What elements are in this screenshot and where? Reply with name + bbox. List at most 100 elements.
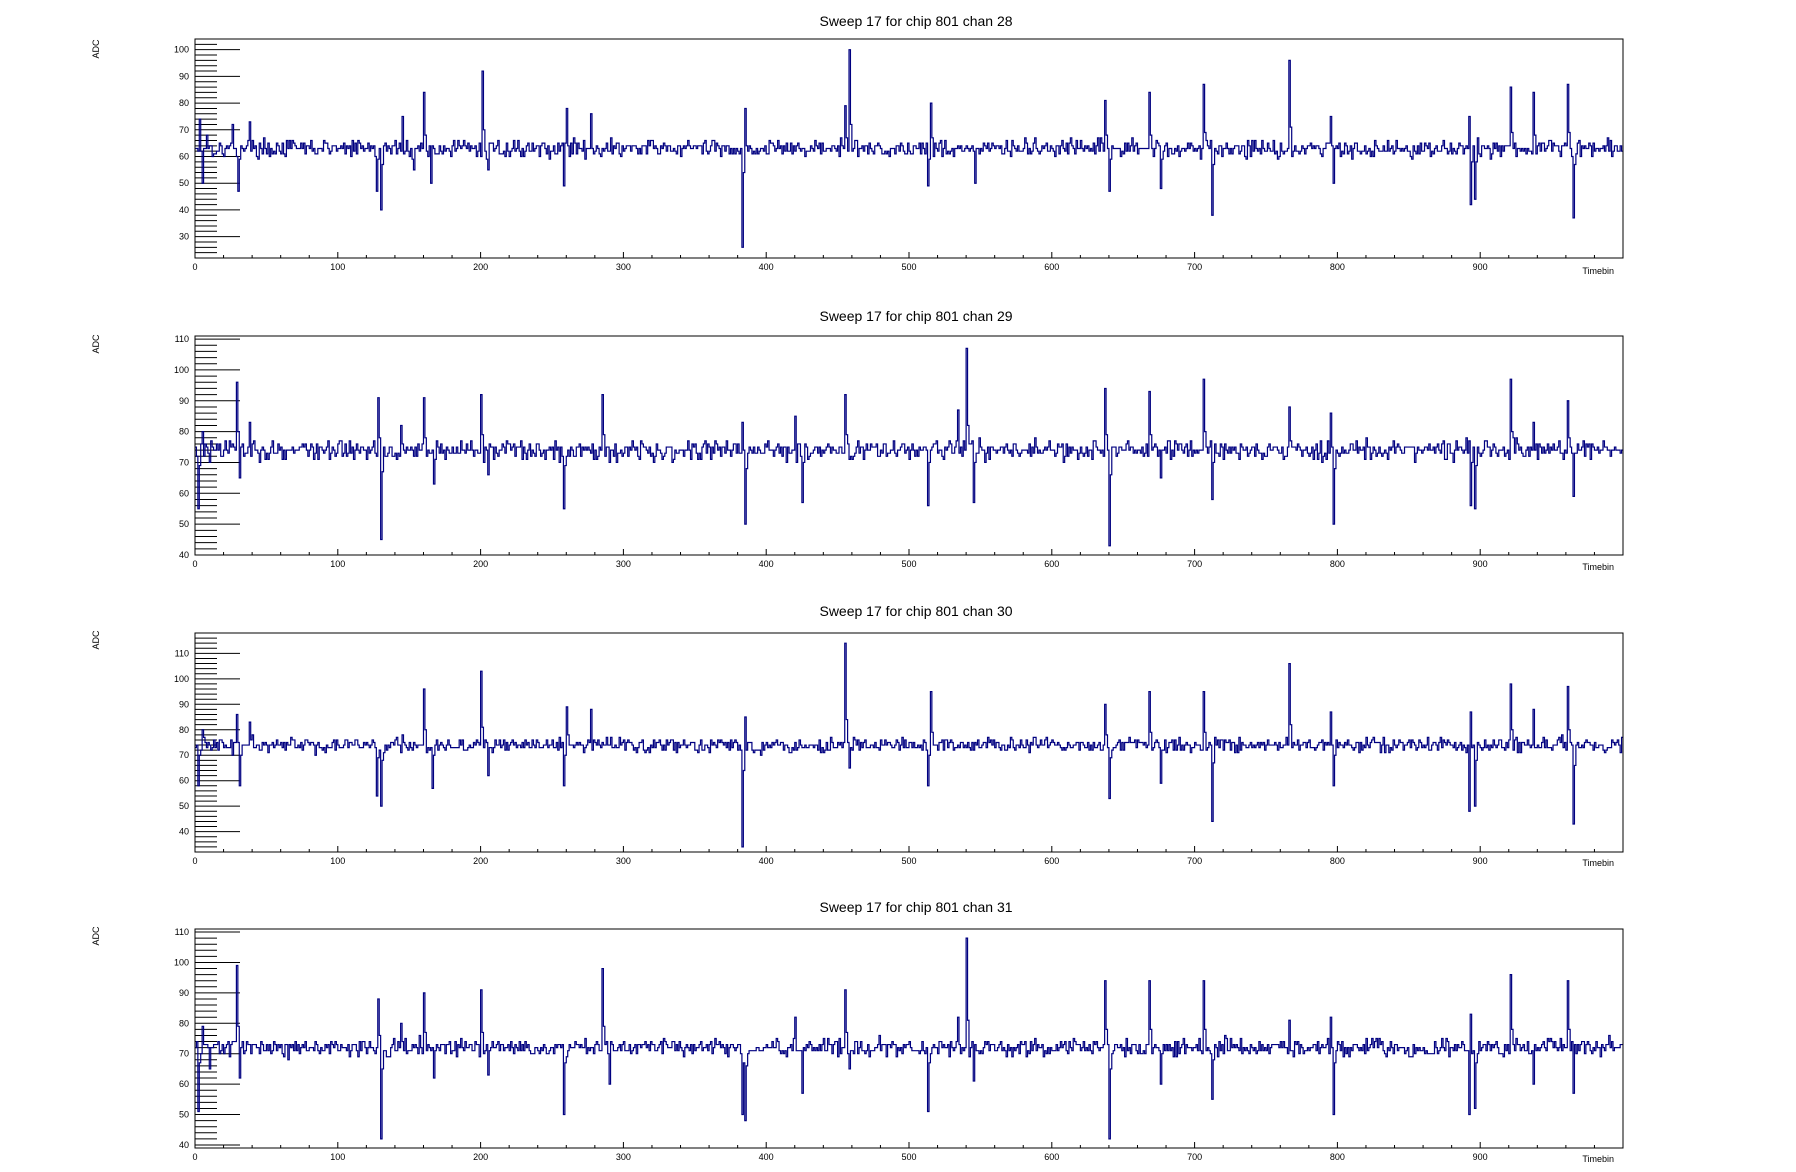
x-tick-label: 100 xyxy=(330,559,345,569)
y-tick-label: 80 xyxy=(179,1018,189,1028)
y-tick-label: 70 xyxy=(179,750,189,760)
panel-3-frame xyxy=(194,632,1624,853)
y-tick-label: 110 xyxy=(175,334,189,344)
x-tick-label: 400 xyxy=(759,856,774,866)
x-tick-label: 700 xyxy=(1187,262,1202,272)
y-tick-label: 100 xyxy=(174,957,189,967)
y-tick-label: 70 xyxy=(179,125,189,135)
y-tick-label: 60 xyxy=(179,1079,189,1089)
y-tick-label: 60 xyxy=(179,776,189,786)
x-tick-label: 300 xyxy=(616,856,631,866)
x-tick-label: 0 xyxy=(192,262,197,272)
panel-2-ticks: 0 100 200 300 400 500 600 700 800 900 40 50 60 70 80 90… xyxy=(174,334,1595,569)
x-tick-label: 200 xyxy=(473,1152,488,1162)
y-tick-label: 80 xyxy=(179,725,189,735)
panel-1-ylabel: ADC xyxy=(91,39,101,59)
panel-2: Sweep 17 for chip 801 chan 29 ADC Timebi… xyxy=(91,308,1624,572)
x-tick-label: 800 xyxy=(1330,262,1345,272)
x-tick-label: 900 xyxy=(1473,559,1488,569)
x-tick-label: 900 xyxy=(1473,262,1488,272)
x-tick-label: 500 xyxy=(901,856,916,866)
panel-3-ticks: 0 100 200 300 400 500 600 700 800 900 40 50 60 70 80 90… xyxy=(174,632,1595,866)
x-tick-label: 900 xyxy=(1473,1152,1488,1162)
y-tick-label: 100 xyxy=(174,365,189,375)
x-tick-label: 100 xyxy=(330,1152,345,1162)
y-tick-label: 90 xyxy=(179,71,189,81)
panel-3: Sweep 17 for chip 801 chan 30 ADC Timebi… xyxy=(91,603,1624,868)
panel-2-frame xyxy=(194,335,1624,556)
x-tick-label: 900 xyxy=(1473,856,1488,866)
x-tick-label: 700 xyxy=(1187,856,1202,866)
y-tick-label: 100 xyxy=(174,674,189,684)
x-tick-label: 800 xyxy=(1330,856,1345,866)
x-tick-label: 700 xyxy=(1187,559,1202,569)
y-tick-label: 70 xyxy=(179,457,189,467)
panel-4-title: Sweep 17 for chip 801 chan 31 xyxy=(819,899,1012,915)
y-tick-label: 90 xyxy=(179,396,189,406)
panel-1-xlabel: Timebin xyxy=(1582,266,1614,276)
x-tick-label: 600 xyxy=(1044,262,1059,272)
x-tick-label: 0 xyxy=(192,1152,197,1162)
panel-3-trace xyxy=(195,642,1623,848)
panel-3-xlabel: Timebin xyxy=(1582,858,1614,868)
x-tick-label: 400 xyxy=(759,262,774,272)
x-tick-label: 400 xyxy=(759,559,774,569)
panel-2-title: Sweep 17 for chip 801 chan 29 xyxy=(819,308,1012,324)
x-tick-label: 600 xyxy=(1044,559,1059,569)
x-tick-label: 400 xyxy=(759,1152,774,1162)
y-tick-label: 50 xyxy=(179,178,189,188)
panel-1-trace xyxy=(195,49,1623,248)
x-tick-label: 800 xyxy=(1330,1152,1345,1162)
panel-4-xlabel: Timebin xyxy=(1582,1154,1614,1164)
x-tick-label: 0 xyxy=(192,856,197,866)
x-tick-label: 200 xyxy=(473,559,488,569)
panel-1-frame xyxy=(194,38,1624,259)
panel-1: Sweep 17 for chip 801 chan 28 ADC Timebi… xyxy=(91,13,1624,276)
panel-4-ylabel: ADC xyxy=(91,926,101,946)
y-tick-label: 50 xyxy=(179,801,189,811)
panel-3-title: Sweep 17 for chip 801 chan 30 xyxy=(819,603,1012,619)
y-tick-label: 60 xyxy=(179,488,189,498)
panel-2-trace xyxy=(195,347,1623,547)
y-tick-label: 80 xyxy=(179,427,189,437)
x-tick-label: 600 xyxy=(1044,856,1059,866)
y-tick-label: 50 xyxy=(179,1110,189,1120)
x-tick-label: 500 xyxy=(901,559,916,569)
y-tick-label: 90 xyxy=(179,699,189,709)
y-tick-label: 40 xyxy=(179,1140,189,1150)
x-tick-label: 100 xyxy=(330,262,345,272)
y-tick-label: 110 xyxy=(175,927,189,937)
panel-2-ylabel: ADC xyxy=(91,334,101,354)
y-tick-label: 90 xyxy=(179,988,189,998)
panel-4-trace xyxy=(195,937,1623,1140)
y-tick-label: 100 xyxy=(174,45,189,55)
x-tick-label: 300 xyxy=(616,559,631,569)
y-tick-label: 60 xyxy=(179,152,189,162)
panel-4-ticks: 0 100 200 300 400 500 600 700 800 900 40 50 60 70 80 90… xyxy=(174,927,1595,1162)
x-tick-label: 500 xyxy=(901,262,916,272)
x-tick-label: 500 xyxy=(901,1152,916,1162)
x-tick-label: 300 xyxy=(616,262,631,272)
y-tick-label: 70 xyxy=(179,1049,189,1059)
panel-2-xlabel: Timebin xyxy=(1582,562,1614,572)
panel-3-ylabel: ADC xyxy=(91,630,101,650)
panel-1-ticks: 0 100 200 300 400 500 600 700 800 900 30 40 50 60 70 80… xyxy=(174,38,1595,272)
y-tick-label: 40 xyxy=(179,550,189,560)
x-tick-label: 200 xyxy=(473,262,488,272)
y-tick-label: 80 xyxy=(179,98,189,108)
x-tick-label: 700 xyxy=(1187,1152,1202,1162)
panel-4: Sweep 17 for chip 801 chan 31 ADC Timebi… xyxy=(91,899,1624,1164)
x-tick-label: 800 xyxy=(1330,559,1345,569)
x-tick-label: 300 xyxy=(616,1152,631,1162)
x-tick-label: 0 xyxy=(192,559,197,569)
y-tick-label: 30 xyxy=(179,232,189,242)
x-tick-label: 100 xyxy=(330,856,345,866)
y-tick-label: 50 xyxy=(179,519,189,529)
x-tick-label: 600 xyxy=(1044,1152,1059,1162)
y-tick-label: 40 xyxy=(179,205,189,215)
x-tick-label: 200 xyxy=(473,856,488,866)
panel-1-title: Sweep 17 for chip 801 chan 28 xyxy=(819,13,1012,29)
y-tick-label: 40 xyxy=(179,827,189,837)
